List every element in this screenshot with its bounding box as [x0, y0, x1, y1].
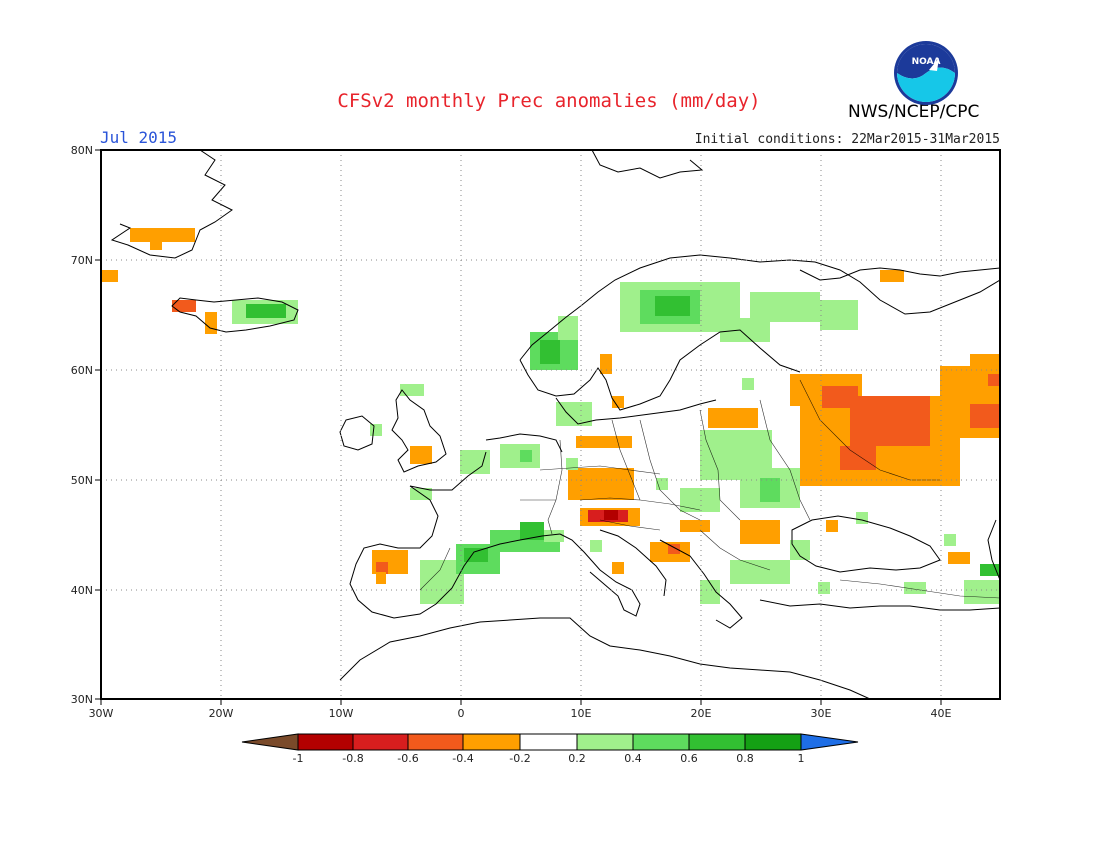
lat-tick-label: 30N — [71, 693, 93, 706]
colorbar-below-min — [241, 733, 299, 751]
colorbar — [241, 733, 859, 751]
colorbar-bin — [632, 733, 690, 751]
colorbar-label: -0.2 — [509, 752, 530, 765]
lat-tick-label: 50N — [71, 474, 93, 487]
anomaly-shading — [101, 228, 1000, 604]
colorbar-bin — [352, 733, 409, 751]
lon-tick-label: 10W — [329, 707, 354, 720]
lon-tick-label: 40E — [931, 707, 952, 720]
colorbar-label: 0.4 — [624, 752, 642, 765]
tick-marks — [95, 149, 942, 705]
lon-tick-label: 20W — [209, 707, 234, 720]
colorbar-label: -0.6 — [397, 752, 418, 765]
colorbar-label: 0.8 — [736, 752, 754, 765]
colorbar-bin — [576, 733, 634, 751]
colorbar-label: -0.4 — [452, 752, 473, 765]
lat-tick-label: 80N — [71, 144, 93, 157]
lat-tick-label: 70N — [71, 254, 93, 267]
colorbar-bin — [688, 733, 746, 751]
forecast-period: Jul 2015 — [100, 128, 178, 147]
colorbar-bin — [407, 733, 464, 751]
colorbar-label: 0.6 — [680, 752, 698, 765]
colorbar-bin — [519, 733, 578, 751]
lon-tick-label: 30E — [811, 707, 832, 720]
lon-tick-label: 30W — [89, 707, 114, 720]
colorbar-label: 0.2 — [568, 752, 586, 765]
colorbar-above-max — [800, 733, 859, 751]
colorbar-label: 1 — [798, 752, 805, 765]
lat-tick-label: 60N — [71, 364, 93, 377]
map-title: CFSv2 monthly Prec anomalies (mm/day) — [337, 90, 761, 112]
initial-conditions: Initial conditions: 22Mar2015-31Mar2015 — [694, 132, 1000, 147]
colorbar-label: -0.8 — [342, 752, 363, 765]
agency-label: NWS/NCEP/CPC — [848, 102, 980, 122]
colorbar-bin — [297, 733, 354, 751]
colorbar-bin — [744, 733, 802, 751]
colorbar-bin — [462, 733, 521, 751]
borders — [419, 379, 1000, 599]
lon-tick-label: 20E — [691, 707, 712, 720]
lon-tick-label: 0 — [458, 707, 465, 720]
map-frame — [100, 149, 1001, 700]
svg-text:NOAA: NOAA — [912, 57, 941, 67]
noaa-logo-icon: NOAA — [894, 41, 958, 105]
lon-tick-label: 10E — [571, 707, 592, 720]
coastlines — [110, 150, 1000, 699]
colorbar-label: -1 — [293, 752, 304, 765]
lat-tick-label: 40N — [71, 584, 93, 597]
